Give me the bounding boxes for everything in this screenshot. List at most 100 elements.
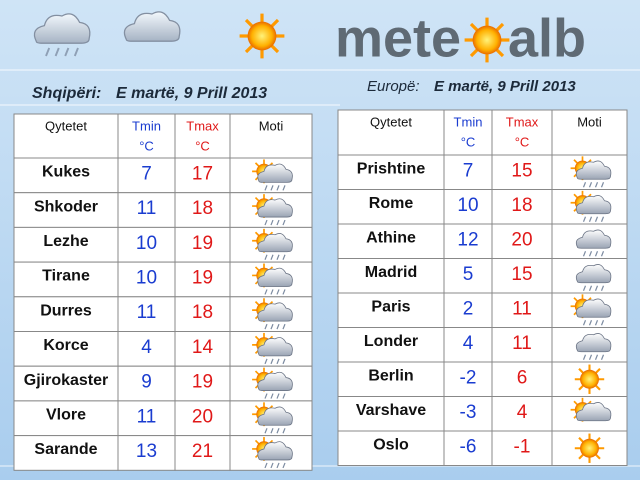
cell bbox=[174, 296, 231, 332]
logo-right: alb bbox=[508, 8, 586, 68]
col-header: Tmax bbox=[186, 118, 219, 133]
city: Prishtine bbox=[357, 160, 426, 177]
albania-table: Qytetet Tmin °C Tmax °C Moti Kukes 7 17 Shkoder 11… bbox=[13, 113, 313, 471]
weather-icon bbox=[573, 363, 606, 396]
cell bbox=[443, 430, 493, 466]
col-unit: °C bbox=[195, 138, 210, 153]
tmax: 20 bbox=[192, 406, 213, 427]
tmax: 19 bbox=[192, 372, 213, 393]
cell bbox=[491, 292, 553, 328]
tmin: 4 bbox=[141, 337, 152, 358]
europe-date: E martë, 9 Prill 2013 bbox=[434, 78, 576, 95]
albania-label: Shqipëri: bbox=[32, 85, 101, 102]
city: Vlore bbox=[46, 406, 86, 423]
cell bbox=[117, 365, 176, 402]
tmin: 11 bbox=[137, 406, 157, 427]
cell bbox=[174, 400, 231, 437]
decor-sun bbox=[238, 11, 286, 61]
cell bbox=[174, 192, 231, 228]
city: Londer bbox=[364, 333, 418, 350]
tmax: 19 bbox=[192, 267, 213, 288]
cell bbox=[443, 223, 493, 259]
col-header: Moti bbox=[577, 114, 602, 129]
city: Paris bbox=[371, 298, 410, 315]
tmax: 11 bbox=[512, 333, 532, 354]
cell bbox=[117, 261, 176, 298]
tmin: 13 bbox=[136, 441, 157, 462]
cell bbox=[13, 435, 119, 471]
city: Lezhe bbox=[43, 233, 88, 250]
city: Gjirokaster bbox=[24, 372, 108, 389]
cell bbox=[117, 435, 176, 471]
tmax: 18 bbox=[192, 302, 213, 323]
tmax: 18 bbox=[511, 195, 532, 216]
col-header: Tmin bbox=[454, 114, 483, 129]
col-header: Tmax bbox=[506, 114, 539, 129]
tmin: 11 bbox=[137, 198, 157, 219]
city: Shkoder bbox=[34, 198, 98, 215]
tmax: 11 bbox=[512, 298, 532, 319]
city: Korce bbox=[43, 337, 88, 354]
tmin: 7 bbox=[141, 163, 152, 184]
city: Oslo bbox=[373, 436, 409, 453]
city: Athine bbox=[366, 229, 416, 246]
weather-icon bbox=[573, 432, 606, 465]
cell bbox=[491, 189, 553, 225]
cell bbox=[337, 292, 445, 328]
cell bbox=[443, 396, 493, 432]
city: Kukes bbox=[42, 164, 90, 181]
tmin: 10 bbox=[457, 195, 478, 216]
cell bbox=[337, 258, 445, 294]
tmin: 5 bbox=[463, 264, 474, 285]
col-header: Tmin bbox=[132, 118, 161, 133]
header-cell bbox=[491, 109, 553, 156]
cell bbox=[13, 365, 119, 402]
cell bbox=[117, 226, 176, 263]
city: Sarande bbox=[34, 441, 97, 458]
header-cell bbox=[229, 113, 313, 159]
tmax: 6 bbox=[517, 367, 528, 388]
city: Varshave bbox=[356, 402, 426, 419]
header-cell bbox=[337, 109, 445, 156]
cell bbox=[337, 361, 445, 397]
cell bbox=[491, 396, 553, 432]
cell bbox=[443, 361, 493, 397]
cell bbox=[174, 435, 231, 471]
city: Berlin bbox=[368, 367, 413, 384]
tables: Qytetet Tmin °C Tmax °C Moti Kukes 7 17 Shkoder 11… bbox=[13, 109, 628, 471]
col-header: Qytetet bbox=[370, 114, 412, 129]
tmax: 18 bbox=[192, 198, 213, 219]
tmin: -3 bbox=[460, 402, 477, 423]
tmax: 15 bbox=[511, 160, 532, 181]
cell bbox=[443, 154, 493, 190]
tmax: 19 bbox=[192, 233, 213, 254]
city: Madrid bbox=[365, 264, 417, 281]
cell bbox=[13, 192, 119, 228]
cell bbox=[443, 189, 493, 225]
tmin: 10 bbox=[136, 267, 157, 288]
tmax: -1 bbox=[514, 436, 531, 457]
header-cell bbox=[551, 109, 628, 156]
cell bbox=[13, 226, 119, 263]
cell bbox=[491, 327, 553, 363]
cell bbox=[491, 430, 553, 466]
tmin: -2 bbox=[460, 367, 477, 388]
tmax: 15 bbox=[511, 264, 532, 285]
city: Tirane bbox=[42, 268, 90, 285]
tmin: 11 bbox=[137, 302, 157, 323]
tmin: 9 bbox=[141, 372, 152, 393]
col-unit: °C bbox=[515, 134, 530, 149]
tmin: 12 bbox=[457, 229, 478, 250]
cell bbox=[117, 331, 176, 367]
tmax: 17 bbox=[192, 163, 213, 184]
cell bbox=[13, 296, 119, 332]
albania-date: E martë, 9 Prill 2013 bbox=[116, 85, 267, 102]
city: Durres bbox=[40, 302, 92, 319]
header-cell bbox=[443, 109, 493, 156]
cell bbox=[174, 157, 231, 194]
cell bbox=[117, 192, 176, 228]
cell bbox=[337, 396, 445, 432]
cell bbox=[117, 400, 176, 437]
cell bbox=[443, 327, 493, 363]
